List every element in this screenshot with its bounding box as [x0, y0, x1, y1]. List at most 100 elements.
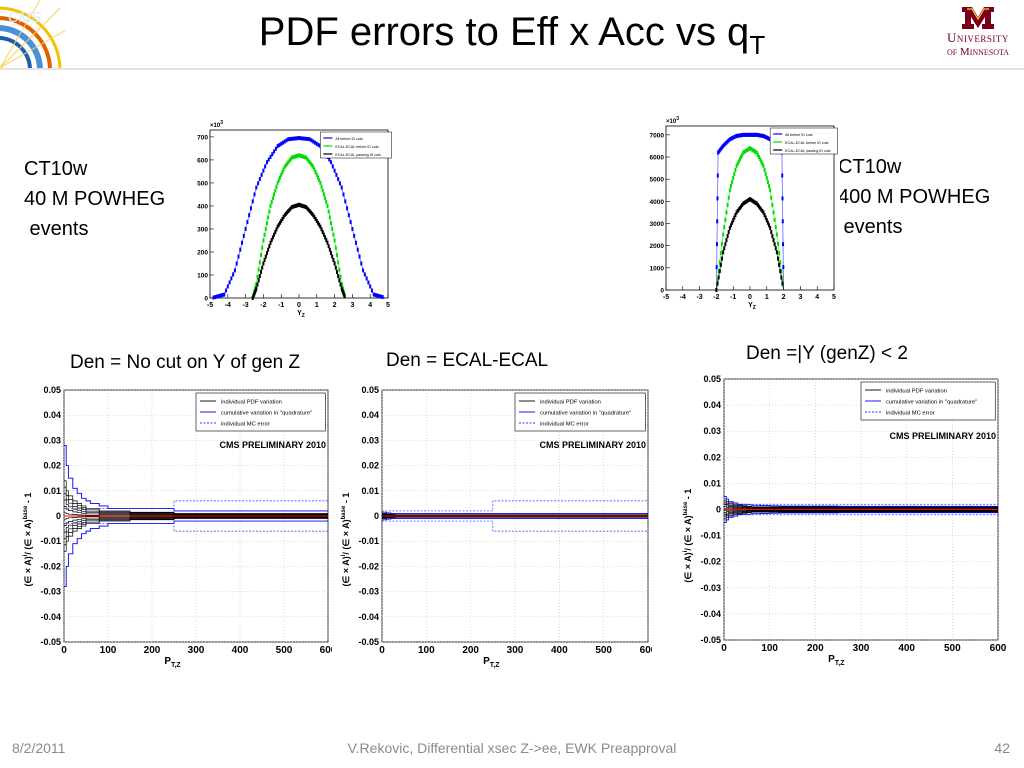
data-point: [726, 139, 729, 144]
data-point: [255, 282, 258, 287]
data-point: [296, 203, 299, 208]
pdf-error-chart-ecal-ecal: -0.05 -0.04 -0.03 -0.02 -0.01 0 0.01 0.02 0.03 0.…: [336, 380, 652, 670]
data-point: [725, 140, 728, 145]
data-point: [733, 172, 736, 177]
y-axis-label: (∈ × A)i/ (∈ × A)base - 1: [683, 489, 693, 583]
data-point: [267, 157, 270, 162]
data-point: [296, 153, 299, 158]
data-point: [337, 177, 340, 182]
data-point: [280, 172, 283, 177]
data-point: [274, 188, 277, 193]
data-point: [725, 238, 728, 243]
y-distribution-chart-400m: -5 -4 -3 -2 -1 0 1 2 3 4 5 0 1000 2000 3000 4000 5000 600…: [640, 116, 840, 312]
data-point: [723, 246, 726, 251]
data-point: [262, 238, 265, 243]
data-point: [316, 220, 319, 225]
data-point: [732, 135, 735, 140]
data-point: [728, 225, 731, 230]
data-point: [271, 235, 274, 240]
individual-pdf-variation: [64, 480, 328, 514]
individual-pdf-variation: [724, 498, 998, 508]
data-point: [270, 238, 273, 243]
data-point: [746, 132, 749, 137]
data-point: [764, 215, 767, 220]
data-point: [379, 294, 382, 299]
data-point: [283, 164, 286, 169]
cumulative-variation: [382, 518, 648, 521]
data-point: [737, 133, 740, 138]
data-point: [719, 251, 722, 256]
data-point: [736, 208, 739, 213]
data-point: [343, 294, 346, 299]
data-point: [241, 240, 244, 245]
data-point: [760, 207, 763, 212]
data-point: [754, 200, 757, 205]
individual-pdf-variation: [64, 506, 328, 516]
x-tick-label: -4: [225, 302, 231, 309]
data-point: [324, 196, 327, 201]
data-point: [738, 206, 741, 210]
data-point: [718, 269, 721, 274]
data-point: [303, 204, 306, 209]
y-tick-label: -0.05: [358, 637, 379, 647]
data-point: [260, 253, 263, 258]
legend-label: ECAL-ECAL passing ID cuts: [335, 153, 381, 157]
data-point: [363, 272, 366, 277]
data-point: [268, 244, 271, 249]
y-tick-label: 5000: [650, 177, 665, 184]
legend-label: cumulative variation in "quadrature": [221, 411, 312, 417]
data-point: [328, 215, 331, 220]
data-point: [717, 275, 720, 280]
data-point: [327, 209, 330, 214]
legend-label: cumulative variation in "quadrature": [886, 400, 977, 406]
data-point: [258, 260, 261, 265]
data-point: [773, 242, 776, 247]
data-point: [262, 261, 265, 266]
y-tick-label: -0.01: [40, 536, 61, 546]
cms-logo-graphic: CMS: [0, 0, 68, 68]
data-point: [284, 211, 287, 216]
y-tick-label: -0.01: [700, 531, 721, 541]
data-point: [283, 213, 286, 218]
data-point: [276, 224, 279, 229]
data-point: [715, 242, 718, 247]
data-point: [754, 149, 757, 154]
data-point: [724, 242, 727, 247]
y-tick-label: 0.02: [361, 461, 379, 471]
y-tick-label: 0.04: [361, 410, 379, 420]
data-point: [728, 137, 731, 142]
data-point: [314, 216, 317, 221]
data-point: [226, 284, 229, 289]
data-point: [281, 140, 284, 145]
data-point: [290, 136, 293, 141]
data-point: [751, 132, 754, 137]
data-point: [727, 230, 730, 235]
data-point: [349, 220, 352, 225]
data-point: [737, 159, 740, 164]
data-point: [257, 181, 260, 186]
data-point: [307, 158, 310, 163]
data-point: [305, 136, 308, 141]
y-tick-label: 400: [197, 203, 208, 210]
x-tick-label: -2: [260, 302, 266, 309]
legend-label: individual PDF variation: [540, 400, 601, 406]
legend-label: ECAL-ECAL before ID cuts: [785, 141, 828, 145]
data-point: [335, 269, 338, 274]
data-point: [750, 146, 753, 151]
data-point: [759, 206, 762, 210]
data-point: [334, 265, 337, 270]
data-point: [723, 225, 726, 230]
data-point: [308, 160, 311, 165]
data-point: [731, 220, 734, 225]
data-point: [268, 209, 271, 214]
data-point: [217, 294, 220, 299]
data-point: [774, 246, 777, 251]
y-tick-label: 0: [660, 288, 664, 295]
data-point: [288, 158, 291, 163]
data-point: [330, 221, 333, 226]
y-tick-label: 7000: [650, 132, 665, 139]
data-point: [360, 261, 363, 266]
x-tick-label: 3: [350, 302, 354, 309]
data-point: [721, 241, 723, 246]
individual-pdf-variation: [724, 511, 998, 521]
